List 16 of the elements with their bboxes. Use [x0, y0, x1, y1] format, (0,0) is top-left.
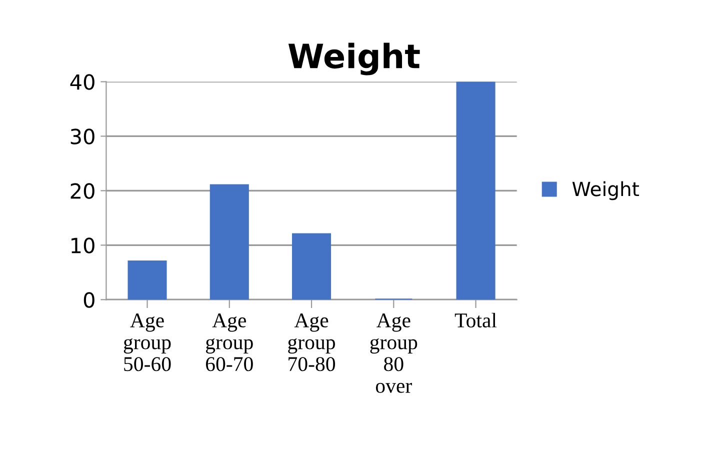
y-tick-label: 10 [72, 238, 94, 254]
y-tick-label: 20 [70, 183, 94, 199]
bar [456, 82, 496, 300]
x-tick-label: Age group 60-70 [206, 313, 253, 372]
bar [210, 184, 249, 300]
legend-label: Weight [572, 181, 639, 200]
bar [128, 260, 167, 300]
x-tick-label: Total [454, 312, 497, 328]
chart-title: Weight [288, 42, 420, 76]
x-tick-label: Age group 50-60 [124, 313, 171, 372]
y-tick-label: 0 [84, 292, 94, 308]
x-tick-label: Age group 70-80 [288, 313, 336, 372]
y-tick-label: 30 [70, 128, 94, 144]
x-tick-label: Age group 80 over [370, 313, 418, 393]
y-tick-label: 40 [70, 74, 94, 90]
bar [292, 233, 332, 300]
